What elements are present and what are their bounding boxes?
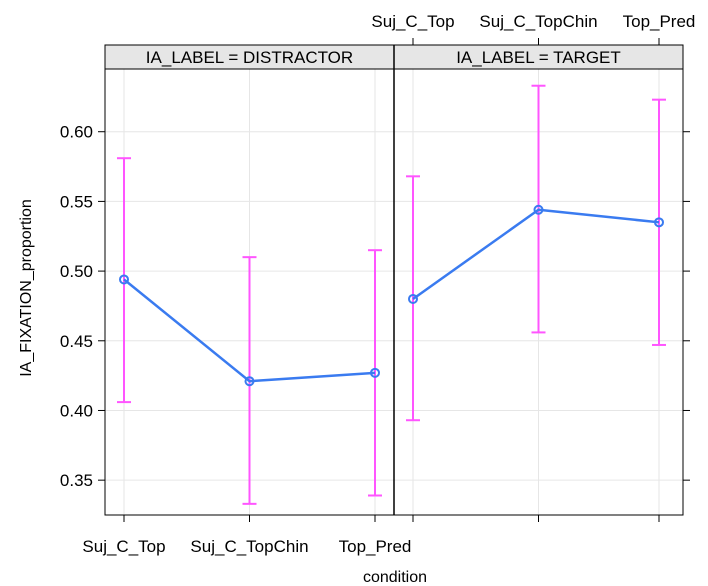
- x-tick-label-top-2: Suj_C_TopChin: [479, 12, 597, 31]
- x-tick-label-bottom-3: Top_Pred: [339, 537, 412, 556]
- data-point: [408, 293, 418, 304]
- y-tick-label: 0.45: [60, 332, 93, 351]
- y-tick-label: 0.60: [60, 123, 93, 142]
- series-line-target: [412, 208, 660, 300]
- x-tick-label-bottom-1: Suj_C_Top: [82, 537, 165, 556]
- x-axis-title: condition: [363, 569, 427, 586]
- x-tick-label-top-3: Top_Pred: [623, 12, 696, 31]
- y-tick-label: 0.40: [60, 401, 93, 420]
- y-tick-labels: 0.35 0.40 0.45 0.50 0.55 0.60: [60, 123, 93, 490]
- y-tick-label: 0.50: [60, 262, 93, 281]
- error-bars: [117, 84, 666, 505]
- y-tick-label: 0.55: [60, 192, 93, 211]
- data-point: [654, 217, 664, 228]
- series-line-distractor: [123, 278, 376, 383]
- data-point: [119, 274, 129, 285]
- y-tick-label: 0.35: [60, 471, 93, 490]
- x-tick-label-bottom-2: Suj_C_TopChin: [190, 537, 308, 556]
- x-tick-label-top-1: Suj_C_Top: [371, 12, 454, 31]
- series-lines: [123, 208, 660, 383]
- strip-target-label: IA_LABEL = TARGET: [456, 48, 621, 67]
- data-point: [244, 376, 255, 387]
- strip-distractor-label: IA_LABEL = DISTRACTOR: [146, 48, 353, 67]
- strip-distractor-bg: [104, 44, 395, 70]
- y-axis-title: IA_FIXATION_proportion: [18, 199, 35, 377]
- data-point: [370, 367, 380, 378]
- axis-ticks: [98, 38, 690, 522]
- series-points: [119, 204, 664, 387]
- data-point: [533, 204, 544, 215]
